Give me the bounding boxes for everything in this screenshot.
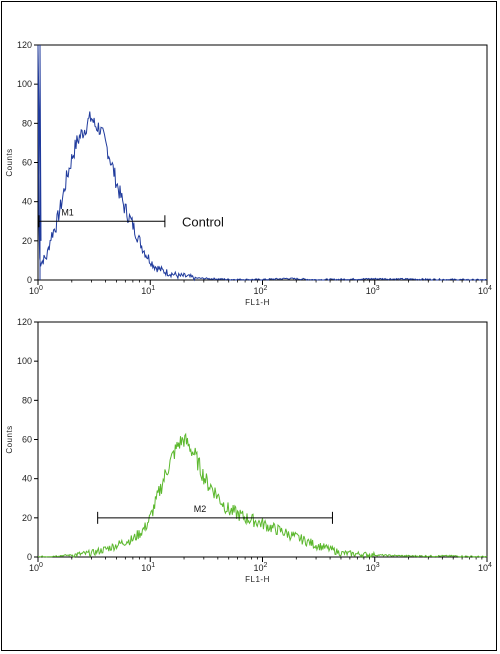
x-tick-base: 10: [29, 563, 39, 573]
y-axis-title: Counts: [5, 425, 14, 453]
y-tick-label: 120: [17, 317, 32, 327]
x-tick-exponent: 3: [376, 562, 380, 569]
x-tick-label: 103: [366, 562, 380, 573]
x-tick-base: 10: [141, 563, 151, 573]
x-tick-label: 100: [29, 562, 43, 573]
x-tick-exponent: 4: [488, 285, 492, 292]
y-tick-label: 40: [22, 474, 32, 484]
plot-area: [37, 44, 488, 281]
gate-label: M2: [194, 504, 207, 514]
x-tick-exponent: 2: [264, 562, 268, 569]
y-tick-label: 60: [22, 158, 32, 168]
x-tick-label: 102: [254, 562, 268, 573]
x-tick-exponent: 4: [488, 562, 492, 569]
x-tick-label: 101: [141, 562, 155, 573]
y-axis-title: Counts: [5, 148, 14, 176]
x-tick-base: 10: [478, 563, 488, 573]
y-tick-label: 120: [17, 40, 32, 50]
x-axis-title: FL1-H: [245, 298, 270, 307]
annotation-label: Control: [182, 214, 224, 229]
y-tick-label: 60: [22, 435, 32, 445]
y-tick-label: 20: [22, 236, 32, 246]
x-tick-base: 10: [254, 563, 264, 573]
x-tick-exponent: 0: [39, 285, 43, 292]
gate-label: M1: [61, 207, 74, 217]
x-tick-exponent: 3: [376, 285, 380, 292]
x-tick-base: 10: [141, 286, 151, 296]
x-tick-label: 100: [29, 285, 43, 296]
y-tick-label: 0: [27, 552, 32, 562]
x-axis-title: FL1-H: [245, 575, 270, 584]
x-tick-base: 10: [29, 286, 39, 296]
x-tick-label: 102: [254, 285, 268, 296]
y-tick-label: 100: [17, 356, 32, 366]
x-tick-label: 104: [478, 285, 492, 296]
x-tick-exponent: 1: [151, 562, 155, 569]
x-tick-exponent: 0: [39, 562, 43, 569]
y-tick-label: 20: [22, 513, 32, 523]
x-tick-base: 10: [366, 563, 376, 573]
histogram-line: [37, 44, 488, 282]
x-tick-base: 10: [366, 286, 376, 296]
x-tick-base: 10: [478, 286, 488, 296]
y-tick-label: 100: [17, 79, 32, 89]
x-tick-label: 101: [141, 285, 155, 296]
y-tick-label: 0: [27, 275, 32, 285]
x-tick-exponent: 2: [264, 285, 268, 292]
x-tick-exponent: 1: [151, 285, 155, 292]
y-tick-label: 80: [22, 395, 32, 405]
y-tick-label: 80: [22, 118, 32, 128]
x-tick-label: 104: [478, 562, 492, 573]
x-tick-label: 103: [366, 285, 380, 296]
histogram-line: [37, 432, 488, 559]
x-tick-base: 10: [254, 286, 264, 296]
y-tick-label: 40: [22, 197, 32, 207]
